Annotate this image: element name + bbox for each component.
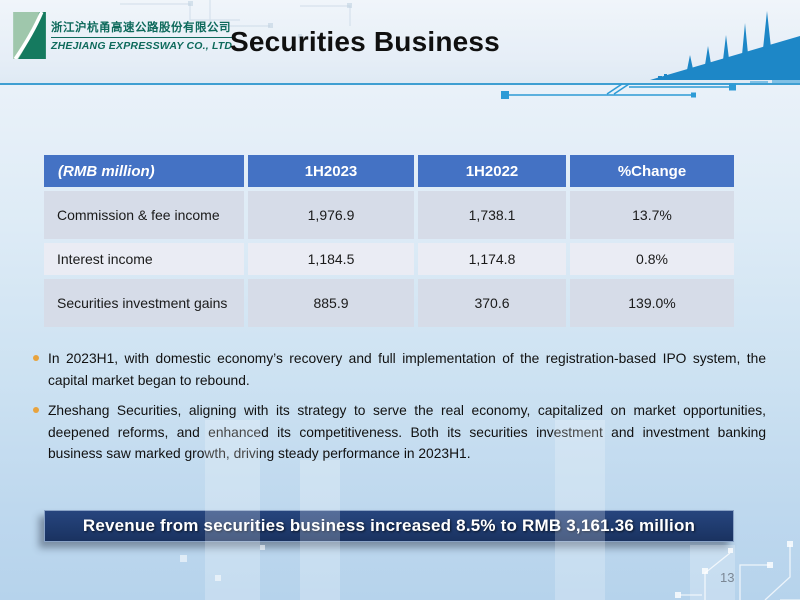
background-band [300,460,340,600]
table-row: Securities investment gains 885.9 370.6 … [44,279,734,327]
cell-value: 885.9 [248,279,414,327]
bullet-list: In 2023H1, with domestic economy’s recov… [30,348,766,474]
background-band [555,420,605,600]
column-header-1h2022: 1H2022 [418,155,566,187]
bullet-item: Zheshang Securities, aligning with its s… [30,400,766,465]
cell-value: 1,184.5 [248,243,414,275]
row-label: Interest income [44,243,244,275]
column-header-change: %Change [570,155,734,187]
revenue-highlight-banner: Revenue from securities business increas… [44,510,734,542]
table-header-row: (RMB million) 1H2023 1H2022 %Change [44,155,734,187]
cell-value: 139.0% [570,279,734,327]
header-divider-line [0,83,800,85]
banner-text: Revenue from securities business increas… [82,516,696,535]
company-name-block: 浙江沪杭甬高速公路股份有限公司 ZHEJIANG EXPRESSWAY CO.,… [51,19,236,52]
table-row: Interest income 1,184.5 1,174.8 0.8% [44,243,734,275]
expressway-logo-icon [13,12,46,59]
cell-value: 1,174.8 [418,243,566,275]
cell-value: 1,976.9 [248,191,414,239]
table-row: Commission & fee income 1,976.9 1,738.1 … [44,191,734,239]
page-number: 13 [720,570,735,585]
company-name-en: ZHEJIANG EXPRESSWAY CO., LTD. [51,40,236,52]
column-header-1h2023: 1H2023 [248,155,414,187]
row-label: Commission & fee income [44,191,244,239]
cell-value: 1,738.1 [418,191,566,239]
table-unit-label: (RMB million) [44,155,244,187]
bullet-text: In 2023H1, with domestic economy’s recov… [48,351,766,388]
page-title: Securities Business [230,26,500,57]
row-label: Securities investment gains [44,279,244,327]
company-logo: 浙江沪杭甬高速公路股份有限公司 ZHEJIANG EXPRESSWAY CO.,… [13,12,236,59]
company-name-cn: 浙江沪杭甬高速公路股份有限公司 [51,19,236,38]
bullet-dot-icon [33,355,39,361]
background-band [205,420,260,600]
securities-results-table: (RMB million) 1H2023 1H2022 %Change Comm… [40,151,738,331]
bullet-text: Zheshang Securities, aligning with its s… [48,403,766,461]
bullet-item: In 2023H1, with domestic economy’s recov… [30,348,766,391]
cell-value: 0.8% [570,243,734,275]
cell-value: 370.6 [418,279,566,327]
cell-value: 13.7% [570,191,734,239]
bullet-dot-icon [33,407,39,413]
